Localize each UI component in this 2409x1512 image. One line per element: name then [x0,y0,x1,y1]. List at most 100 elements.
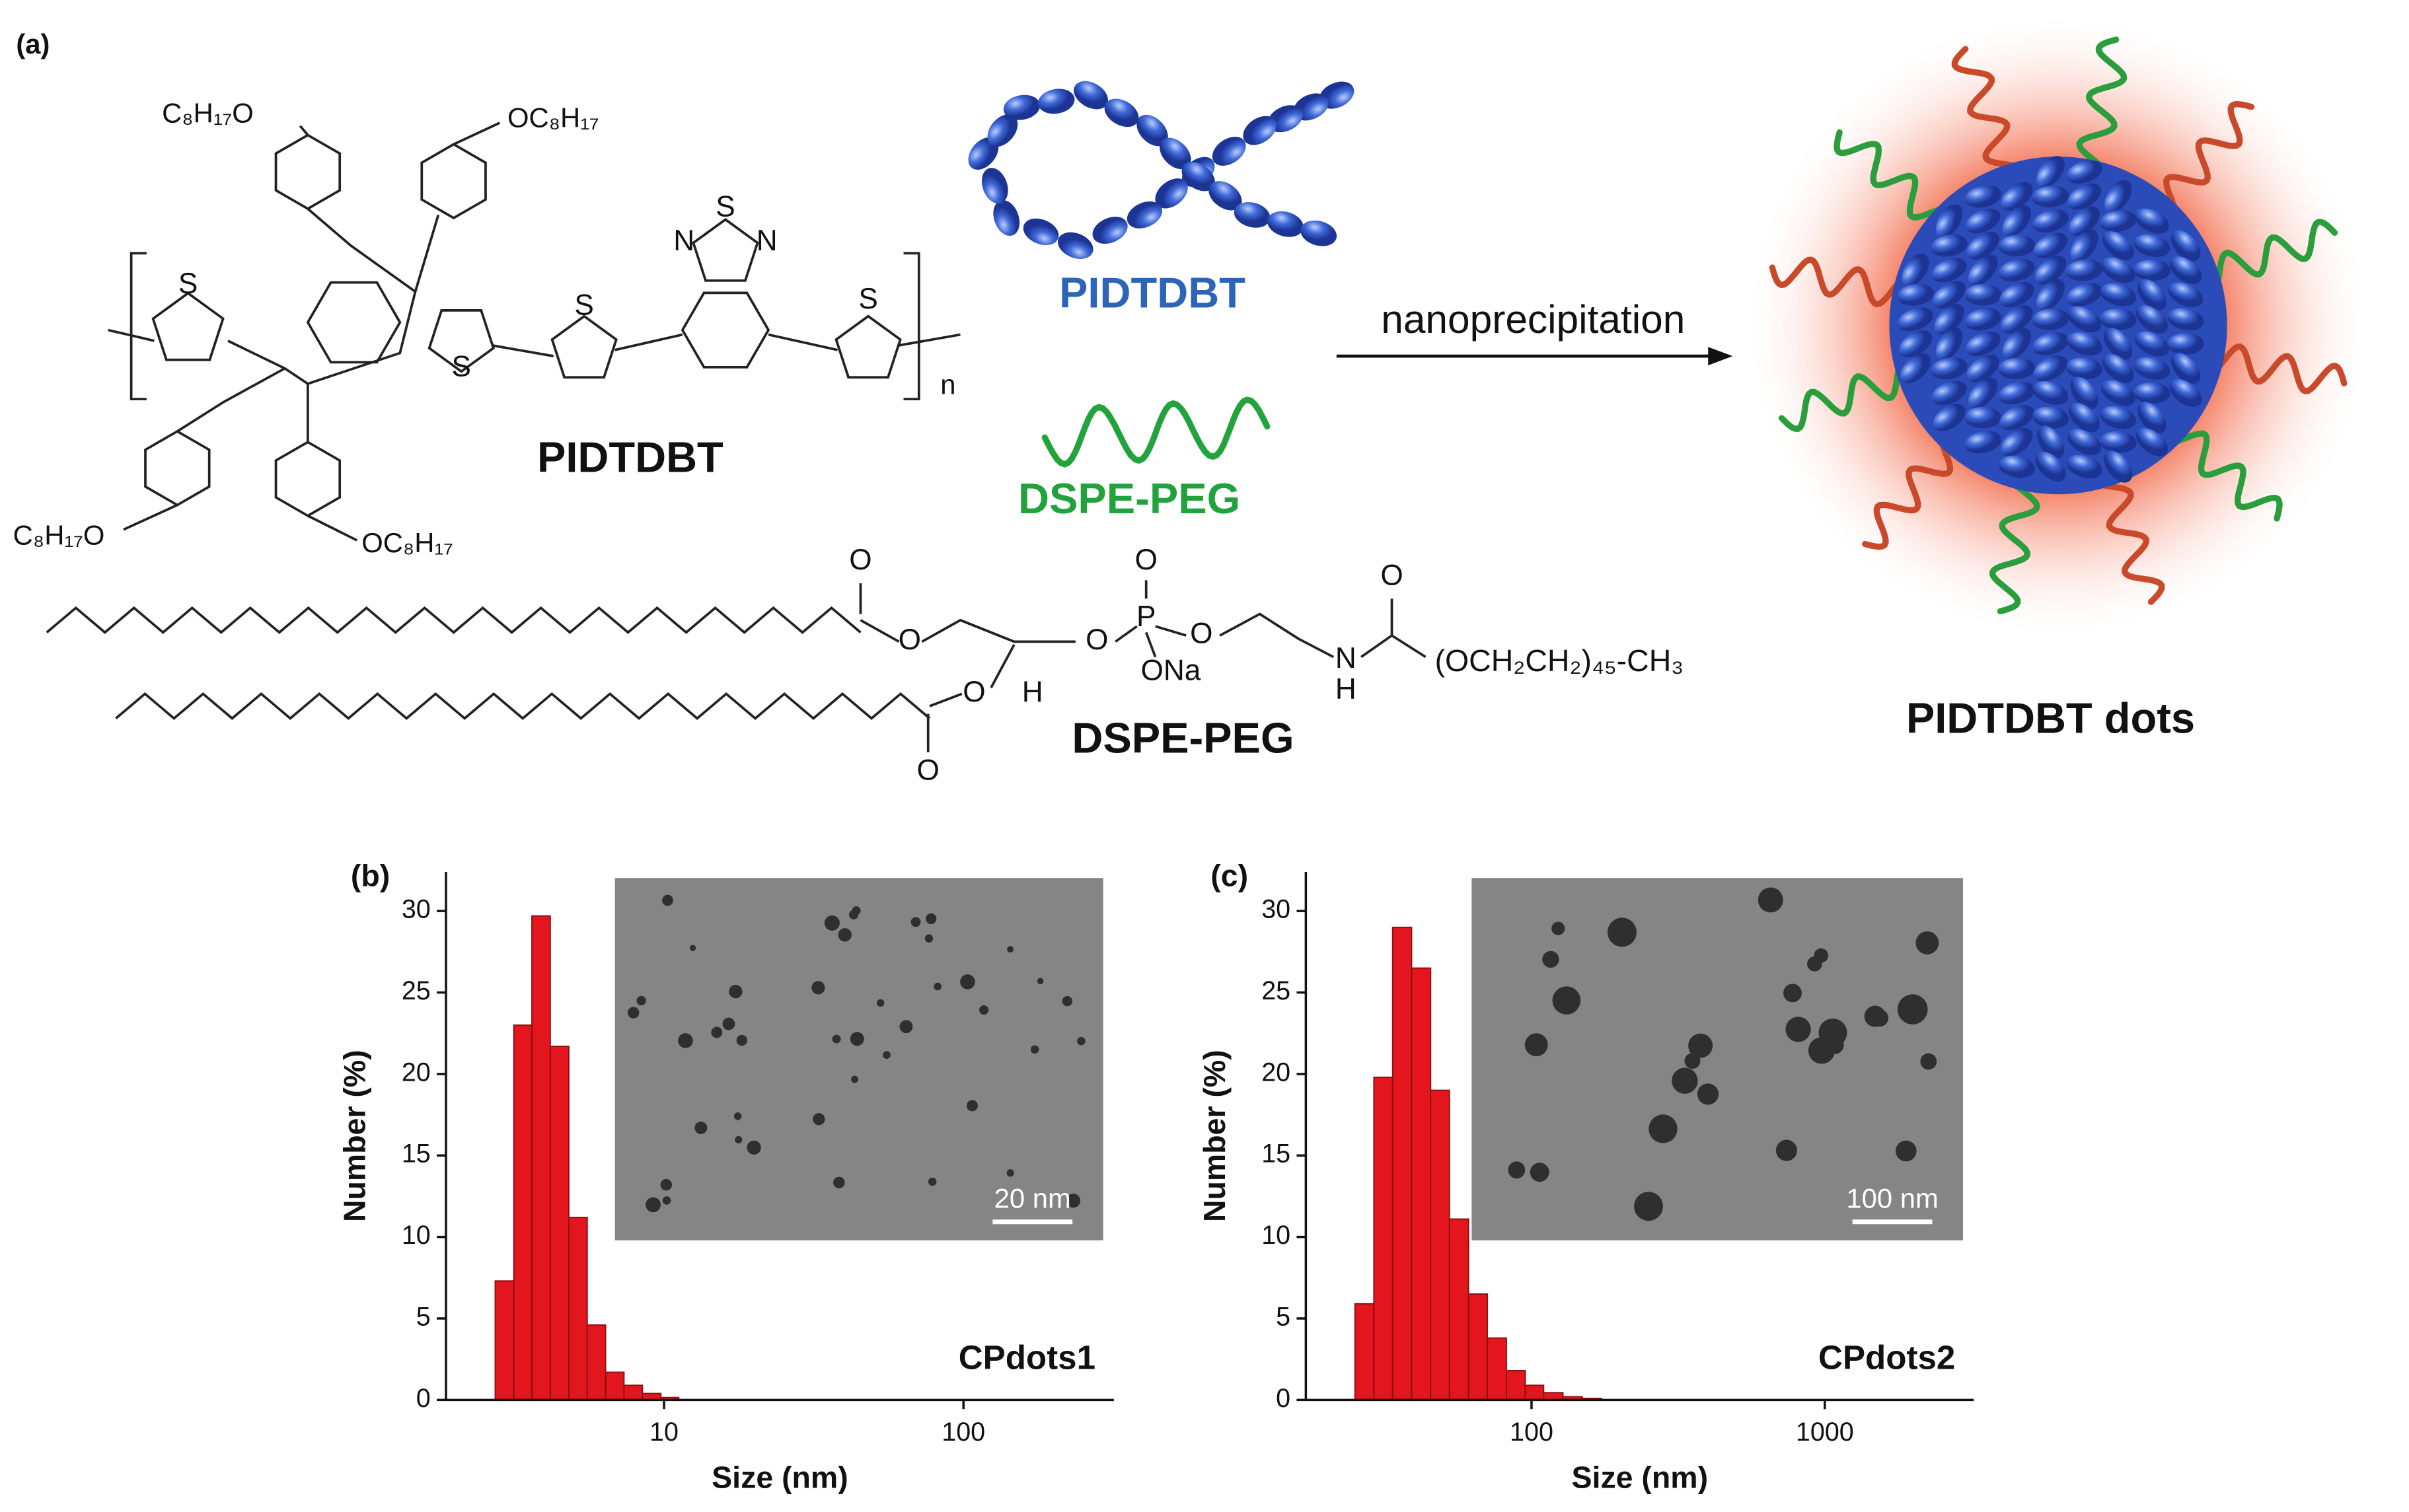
bead [1155,178,1188,209]
bead [1966,354,1999,382]
ring [681,291,770,369]
y-tick-label: 25 [402,976,431,1005]
bond [115,692,931,720]
y-tick-label: 30 [402,895,431,924]
inset-particle [910,917,921,927]
bead [2001,427,2033,456]
bond [227,340,309,443]
bead [1964,283,2002,306]
bead [1160,137,1191,170]
ring [274,133,342,211]
bead [1181,162,1215,192]
inset-particle [646,1197,661,1213]
bar [1373,1076,1393,1401]
scale-bar-label: 20 nm [994,1182,1071,1213]
y-tick-label: 15 [402,1139,431,1169]
bead [1092,217,1128,244]
inset-particle [1783,984,1802,1003]
panel-label: (c) [1210,859,1248,893]
inset-particle [876,999,885,1007]
x-axis-label: Size (nm) [1572,1460,1709,1494]
atom: N [1335,642,1356,674]
inset-particle [1530,1163,1549,1182]
peg-chain [2161,419,2283,522]
bead [1267,105,1303,133]
bead [1127,201,1162,229]
inset-particle [660,1178,673,1191]
ring [306,281,402,364]
inset-particle [722,1017,735,1030]
inset-particle [1814,948,1829,963]
bead [1965,331,2001,357]
bead [2133,382,2170,404]
bead [2070,377,2098,410]
bond [307,214,440,385]
peg-chain [1769,256,1919,308]
bead [1902,254,1929,287]
peg-chain [1778,357,1923,432]
bond [1155,625,1187,637]
bead [1998,357,2036,380]
inset-particle [1915,931,1939,954]
bead [2001,182,2033,211]
bead [1998,258,2035,282]
scale-bar-label: 100 nm [1846,1182,1938,1213]
bead [1243,116,1277,145]
atom: ONa [1140,655,1201,687]
bar [1467,1293,1489,1401]
inset-particle [736,1034,748,1046]
peg-chain [2076,36,2128,186]
bead [1136,114,1168,147]
inset-particle [735,1135,743,1144]
atom: P [1136,600,1156,633]
x-tick-label: 100 [1510,1418,1553,1447]
atom: O [1086,624,1108,656]
bead [2032,332,2069,355]
bead [2032,406,2069,429]
inset-particle [627,1007,640,1019]
atom: S [574,289,593,321]
inset-particle [694,1121,708,1134]
bar [513,1024,533,1401]
bead [2065,357,2103,380]
product-label: PIDTDBT dots [1906,694,2195,742]
bead [2167,308,2204,331]
bead [2104,328,2133,360]
bracket [130,252,147,401]
inset-particle [1066,1194,1081,1208]
bead [2137,402,2167,433]
bar [1506,1370,1526,1401]
inset-particle [1607,918,1637,947]
bead [2066,283,2102,306]
bar [605,1371,625,1401]
inset-particle [1775,1139,1797,1161]
inset-particle [1920,1053,1937,1070]
bead [1999,405,2034,431]
inset-particle [1062,995,1073,1007]
bead [2032,186,2069,207]
ring [274,441,342,517]
bar [1354,1303,1375,1401]
bead [1998,381,2035,405]
panel-label: (a) [16,28,50,59]
bead [2067,429,2102,456]
bead [2170,353,2201,384]
y-tick-label: 0 [1276,1384,1290,1413]
inset-particle [1006,1169,1014,1177]
inset-particle [1508,1161,1526,1179]
substituent: C₈H₁₇O [13,519,105,550]
bead [1966,231,1999,260]
bead [2032,308,2069,330]
atom: H [1335,672,1356,705]
bracket [903,252,920,401]
inset-particle [711,1026,723,1038]
bead [1931,357,1968,380]
bond [453,122,501,146]
atom: O [1190,618,1212,650]
inset-particle [678,1033,693,1048]
y-tick-label: 10 [1261,1221,1290,1250]
structures [46,11,2373,752]
bead [2036,279,2065,311]
bar [1430,1089,1450,1401]
